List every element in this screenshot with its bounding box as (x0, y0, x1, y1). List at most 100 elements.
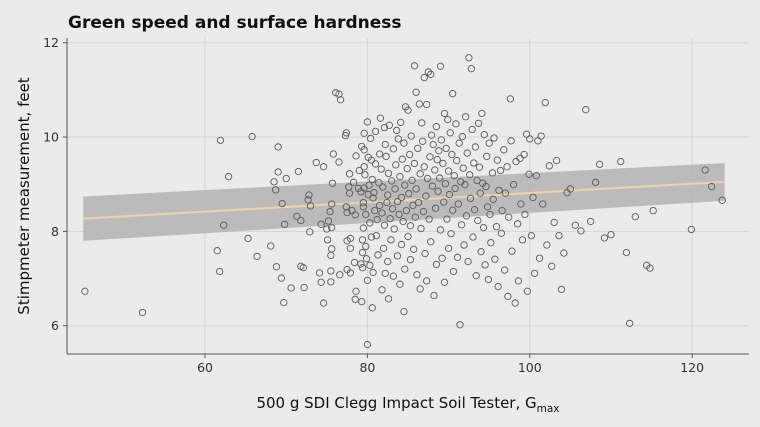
data-point (253, 252, 261, 261)
data-point (417, 224, 425, 233)
data-point (317, 220, 325, 228)
data-point (365, 181, 373, 189)
data-point (420, 163, 428, 171)
data-point (566, 185, 575, 193)
data-point (513, 220, 522, 228)
data-point (420, 73, 428, 82)
data-point (81, 287, 89, 295)
x-axis-title: 500 g SDI Clegg Impact Soil Tester, Gmax (256, 394, 559, 415)
data-point (392, 161, 400, 169)
data-point (461, 181, 469, 189)
data-point (447, 230, 455, 238)
data-point (435, 147, 443, 155)
data-point (343, 208, 351, 217)
data-point (472, 272, 480, 280)
data-point (543, 241, 551, 249)
data-point (488, 169, 497, 177)
data-point (272, 263, 281, 271)
data-point (497, 229, 506, 237)
data-point (545, 162, 553, 170)
data-point (362, 255, 371, 263)
data-point (375, 201, 384, 210)
data-point (582, 106, 590, 114)
data-point (451, 184, 459, 193)
data-point (443, 215, 451, 223)
data-point (467, 65, 475, 73)
data-point (244, 234, 252, 243)
data-point (461, 113, 470, 121)
data-point (391, 185, 399, 193)
chart-title: Green speed and surface hardness (68, 13, 402, 33)
data-point (535, 254, 544, 262)
data-point (473, 176, 481, 185)
data-point (294, 167, 303, 176)
data-point (369, 194, 377, 202)
data-point (277, 274, 285, 282)
data-point (422, 192, 430, 200)
data-point (423, 100, 431, 109)
data-point (367, 156, 376, 164)
data-point (216, 136, 225, 144)
data-point (359, 198, 367, 207)
data-point (526, 135, 534, 143)
data-point (404, 232, 412, 241)
data-point (280, 220, 289, 228)
data-point (138, 308, 147, 317)
data-point (431, 166, 439, 174)
data-point (449, 90, 457, 98)
data-point (416, 170, 424, 178)
data-point (552, 156, 561, 165)
data-point (372, 231, 380, 240)
data-point (323, 225, 331, 233)
data-point (355, 166, 363, 175)
data-point (388, 205, 397, 213)
data-point (560, 249, 568, 257)
data-point (454, 200, 462, 208)
data-point (444, 115, 452, 124)
data-point (427, 70, 435, 78)
data-point (323, 236, 332, 244)
data-point (342, 203, 350, 211)
data-point (380, 123, 389, 132)
data-point (436, 174, 444, 182)
data-point (520, 150, 528, 159)
data-point (319, 299, 328, 307)
data-point (532, 172, 540, 180)
data-point (278, 199, 286, 208)
data-point (387, 236, 395, 244)
data-point (486, 210, 494, 219)
data-point (363, 118, 372, 126)
data-point (224, 173, 233, 181)
data-point (433, 156, 441, 164)
data-point (626, 319, 634, 327)
data-point (306, 228, 314, 236)
data-point (429, 140, 437, 149)
data-point (370, 189, 378, 197)
plot-panel (66, 38, 749, 355)
data-point (423, 277, 431, 285)
data-point (483, 203, 492, 211)
data-point (328, 200, 336, 208)
data-point (297, 216, 305, 225)
data-point (445, 190, 454, 199)
data-point (470, 159, 478, 167)
data-point (571, 221, 579, 229)
data-point (508, 247, 516, 255)
data-point (438, 254, 446, 262)
data-point (701, 166, 709, 174)
data-point (444, 167, 453, 175)
data-point (380, 221, 389, 229)
data-point (434, 187, 442, 195)
data-point (481, 261, 489, 269)
x-tick-label: 120 (680, 360, 704, 375)
data-point (489, 195, 497, 203)
data-point (442, 144, 450, 153)
data-point (396, 280, 404, 288)
data-point (385, 121, 393, 129)
data-point (607, 231, 615, 239)
data-point (395, 210, 403, 219)
data-point (342, 129, 350, 137)
data-point (474, 119, 483, 128)
data-point (407, 132, 415, 140)
